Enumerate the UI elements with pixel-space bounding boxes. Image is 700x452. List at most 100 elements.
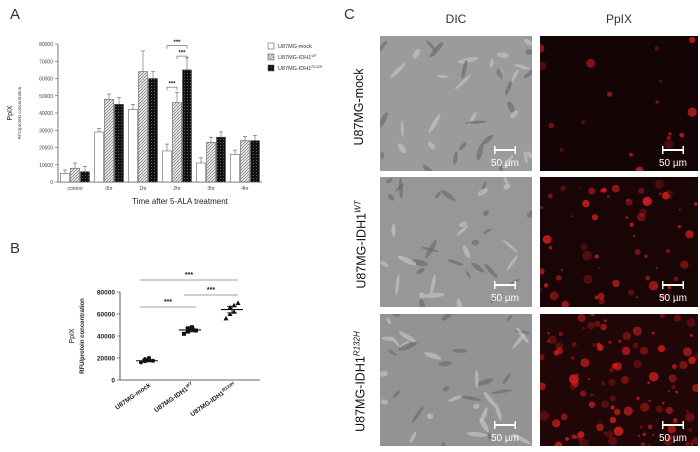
cell xyxy=(458,221,468,227)
scale-bar-label: 50 µm xyxy=(491,158,519,169)
fluorescence-spot xyxy=(636,212,646,222)
fluorescence-spot xyxy=(688,427,693,432)
column-header-ppix: PpIX xyxy=(605,12,632,26)
data-point xyxy=(194,328,198,333)
fluorescence-spot xyxy=(673,276,679,282)
cell xyxy=(428,113,441,134)
cell xyxy=(430,274,436,295)
fluorescence-spot xyxy=(665,249,670,254)
fluorescence-spot xyxy=(603,319,607,323)
fluorescence-spot xyxy=(543,283,549,288)
fluorescence-spot xyxy=(577,431,585,439)
data-point xyxy=(147,356,151,360)
fluorescence-spot xyxy=(540,382,546,390)
cell xyxy=(380,112,388,128)
bar xyxy=(80,171,90,183)
cell xyxy=(380,399,389,405)
fluorescence-spot xyxy=(590,314,595,317)
data-point xyxy=(139,360,143,365)
fluorescence-spot xyxy=(560,268,563,271)
significance-bracket xyxy=(176,55,188,60)
cell xyxy=(507,101,515,114)
fluorescence-spot xyxy=(578,187,581,190)
fluorescence-spot xyxy=(639,425,644,429)
cell xyxy=(419,298,425,307)
y-axis-label-units: RFU/protein concentration xyxy=(17,86,22,139)
scale-bar: 50 µm xyxy=(491,146,519,169)
fluorescence-spot xyxy=(600,323,607,331)
significance-bracket xyxy=(166,45,188,49)
significance-label: *** xyxy=(164,299,172,306)
fluorescence-spot xyxy=(667,435,673,441)
legend-swatch xyxy=(267,64,275,72)
fluorescence-spot xyxy=(570,434,576,439)
cell xyxy=(514,64,531,70)
fluorescence-spot xyxy=(634,248,641,256)
fluorescence-spot xyxy=(639,346,648,355)
bar xyxy=(148,78,158,183)
fluorescence-spot xyxy=(558,331,563,336)
fluorescence-spot xyxy=(654,46,660,51)
y-tick-label: 20000 xyxy=(97,356,115,363)
cell xyxy=(456,298,463,307)
fluorescence-spot xyxy=(609,367,614,373)
fluorescence-spot xyxy=(636,296,639,299)
fluorescence-spot xyxy=(580,390,587,397)
category-name: U87MG-mock xyxy=(114,382,152,412)
cell xyxy=(457,57,479,64)
cell xyxy=(510,110,518,118)
x-tick-label: 0hr xyxy=(105,186,113,192)
x-tick-label: 4hr xyxy=(241,186,249,192)
scale-bar-label: 50 µm xyxy=(659,433,687,444)
legend-name: U87MG-IDH1 xyxy=(278,66,311,72)
cell xyxy=(506,255,518,271)
y-axis-label: PpIX xyxy=(69,328,76,344)
cell xyxy=(479,417,489,433)
cell xyxy=(390,62,406,79)
fluorescence-spot xyxy=(636,396,640,400)
fluorescence-spot xyxy=(586,58,596,68)
fluorescence-spot xyxy=(577,314,586,322)
fluorescence-spot xyxy=(648,399,651,402)
cell xyxy=(380,151,384,160)
cell xyxy=(441,190,456,201)
fluorescence-spot xyxy=(659,314,666,318)
row-label-idh1-wt: U87MG-IDH1WT xyxy=(353,200,369,289)
cell xyxy=(471,262,485,273)
fluorescence-spot xyxy=(613,426,624,437)
fluorescence-spot xyxy=(661,191,670,200)
fluorescence-spot xyxy=(560,185,566,192)
fluorescence-spot xyxy=(603,431,607,435)
data-point xyxy=(223,315,229,321)
row-label-idh1-r132h: U87MG-IDH1R132H xyxy=(352,331,368,432)
cell xyxy=(398,341,418,351)
fluorescence-spot xyxy=(609,416,617,424)
fluorescence-spot xyxy=(679,360,688,370)
y-tick-label: 70000 xyxy=(39,59,53,65)
cell xyxy=(416,267,425,275)
cell xyxy=(392,314,401,317)
fluorescence-spot xyxy=(639,443,642,446)
bar xyxy=(172,102,182,183)
cell xyxy=(524,38,532,46)
bar xyxy=(206,142,216,183)
legend-swatch xyxy=(267,53,275,61)
cell xyxy=(412,48,421,59)
cell xyxy=(388,194,395,201)
cell xyxy=(466,431,488,437)
fluorescence-spot xyxy=(667,285,672,290)
data-point xyxy=(190,325,194,330)
significance-label: *** xyxy=(185,272,193,279)
fluorescence-spot xyxy=(597,267,600,270)
fluorescence-spot xyxy=(647,444,651,446)
cell xyxy=(409,431,417,443)
cell xyxy=(482,210,490,216)
cell xyxy=(496,52,509,58)
cell xyxy=(388,350,397,356)
scale-bar-label: 50 µm xyxy=(491,433,519,444)
cell xyxy=(454,74,471,90)
fluorescence-spot xyxy=(611,363,618,369)
y-tick-label: 0 xyxy=(111,378,115,385)
cell xyxy=(380,370,388,377)
fluorescence-spot xyxy=(547,339,551,343)
